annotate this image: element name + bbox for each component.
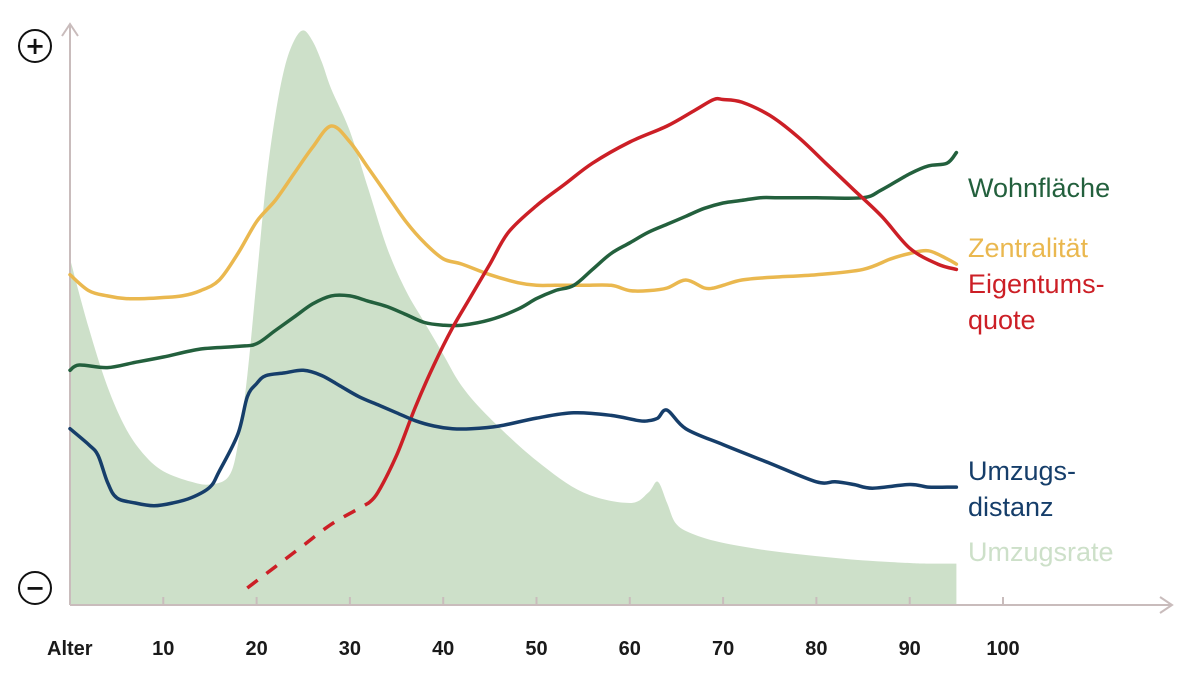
area-layer <box>70 30 957 605</box>
series-line-zentralit-t <box>68 124 959 301</box>
x-tick-label: 80 <box>805 638 827 660</box>
series-label-umzugsrate: Umzugsrate <box>968 537 1114 567</box>
x-tick-label: 60 <box>619 638 641 660</box>
y-axis-arrow-icon <box>61 22 79 37</box>
series-label-umzugsdistanz: distanz <box>968 492 1054 522</box>
series-line-umzugsdistanz <box>68 368 959 508</box>
series-labels: Umzugsrate Zentralität Wohnfläche Eigentums… <box>968 173 1114 567</box>
x-axis-label: Alter <box>47 638 93 660</box>
series-label-zentralit-t: Zentralität <box>968 233 1089 263</box>
x-axis-arrow-icon <box>1159 596 1174 614</box>
x-tick-label: 90 <box>899 638 921 660</box>
x-tick-label: 70 <box>712 638 734 660</box>
series-label-umzugsdistanz: Umzugs- <box>968 456 1076 486</box>
x-tick-label: 50 <box>525 638 547 660</box>
x-tick-label: 10 <box>152 638 174 660</box>
series-line-eigentumsquote <box>366 96 959 505</box>
x-tick-label: 30 <box>339 638 361 660</box>
series-label-eigentumsquote: quote <box>968 305 1036 335</box>
series-line-wohnfl-che <box>68 150 959 373</box>
lines-layer <box>68 96 959 590</box>
plus-symbol: + <box>25 32 45 60</box>
series-area-umzugsrate <box>70 30 957 605</box>
x-ticks: 10 20 30 40 50 60 70 80 90 100 <box>152 597 1020 660</box>
series-label-wohnfl-che: Wohnfläche <box>968 173 1110 203</box>
series-label-eigentumsquote: Eigentums- <box>968 269 1105 299</box>
axes <box>61 22 1174 614</box>
minus-circle-icon <box>18 571 52 605</box>
plus-circle-icon <box>18 29 52 63</box>
x-tick-label: 100 <box>986 638 1019 660</box>
minus-symbol: − <box>25 574 45 602</box>
x-tick-label: 40 <box>432 638 454 660</box>
series-line-eigentumsquote-dashed <box>246 501 370 590</box>
y-axis-symbols: + − <box>18 29 52 605</box>
x-tick-label: 20 <box>245 638 267 660</box>
